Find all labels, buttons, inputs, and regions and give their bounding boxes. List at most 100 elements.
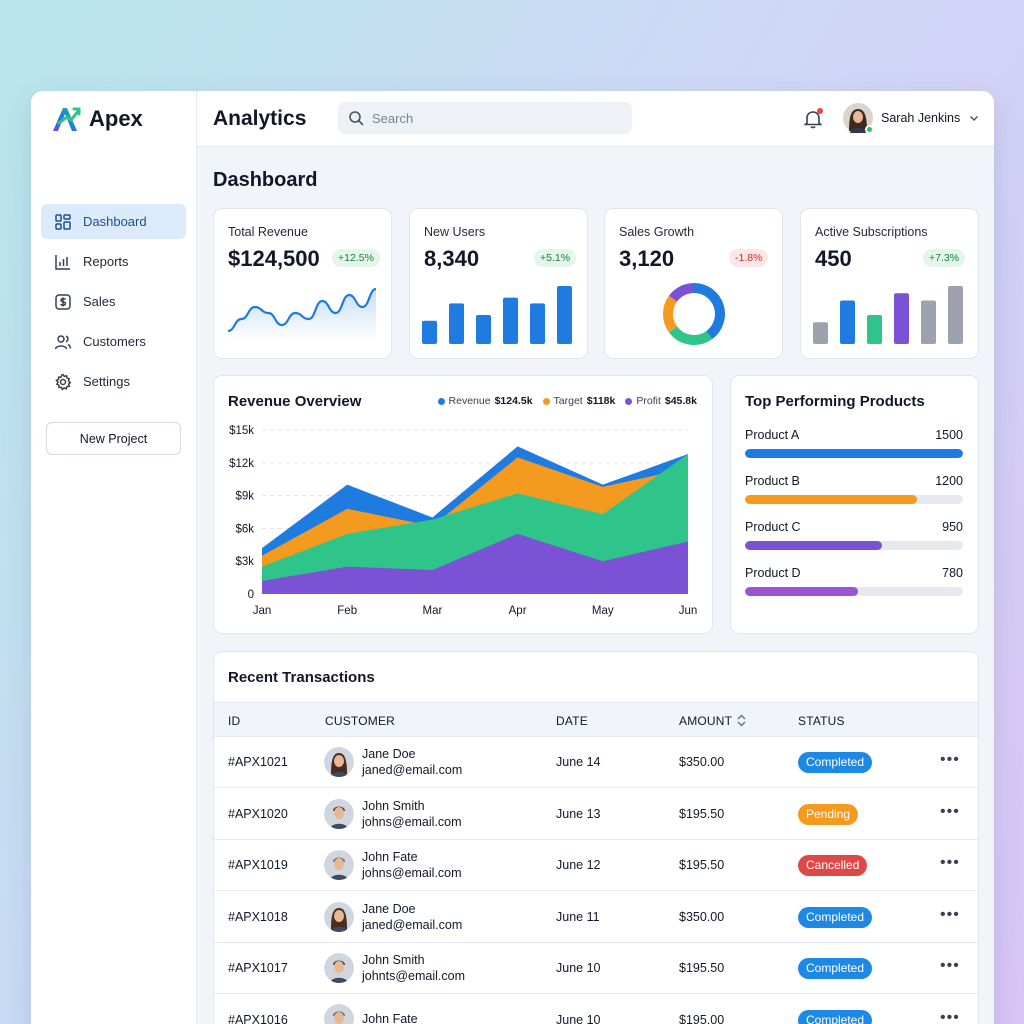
sidebar-item-customers[interactable]: Customers [41,324,186,359]
top-products-card: Top Performing Products Product A 1500 Pr… [730,375,979,634]
avatar [324,850,354,880]
kpi-change-badge: -1.8% [729,249,769,267]
user-menu[interactable]: Sarah Jenkins [843,103,980,134]
status-badge: Cancelled [798,855,868,876]
product-value: 950 [942,520,963,534]
kpi-card-active-subscriptions[interactable]: Active Subscriptions 450 +7.3% [800,208,979,359]
brand[interactable]: Apex [51,105,143,133]
table-row[interactable]: #APX1019 John Fate johns@email.com June 12 $… [214,840,978,891]
product-row-a[interactable]: Product A 1500 [745,428,963,458]
column-header-date[interactable]: DATE [556,714,588,728]
bar [948,286,963,344]
row-actions-button[interactable]: ••• [940,751,960,768]
bar [530,303,545,344]
legend-value: $118k [586,395,616,407]
search-input[interactable] [372,110,612,126]
y-tick-label: $9k [235,491,254,503]
kpi-change-badge: +7.3% [923,249,966,267]
line-series [227,287,377,333]
table-row[interactable]: #APX1021 Jane Doe janed@email.com June 14 $3… [214,737,978,788]
kpi-card-total-revenue[interactable]: Total Revenue $124,500 +12.5% [213,208,392,359]
app-window: Apex Dashboard Reports [31,91,994,1024]
column-header-customer[interactable]: CUSTOMER [325,714,396,728]
kpi-donut-chart [663,283,725,345]
y-tick-label: $15k [229,425,254,437]
table-row[interactable]: #APX1020 John Smith johns@email.com June 13… [214,789,978,840]
column-header-status[interactable]: STATUS [798,714,845,728]
product-progress-track [745,495,963,504]
brand-name: Apex [89,106,143,131]
kpi-card-sales-growth[interactable]: Sales Growth 3,120 -1.8% [604,208,783,359]
x-tick-label: Jun [679,605,698,617]
notifications-button[interactable] [802,108,824,130]
legend-label: Revenue [448,395,491,407]
card-title: Top Performing Products [745,393,925,410]
kpi-title: Sales Growth [619,225,695,239]
column-header-id[interactable]: ID [228,714,241,728]
product-name: Product C [745,520,801,534]
gear-icon [55,373,72,391]
row-actions-button[interactable]: ••• [940,957,960,974]
table-header: ID CUSTOMER DATE AMOUNT STATUS [214,702,978,737]
kpi-bar-chart [813,286,963,344]
table-row[interactable]: #APX1016 John Fate June 10 $195.00 Completed… [214,995,978,1024]
sidebar: Apex Dashboard Reports [31,91,197,1024]
customer-email: johns@email.com [362,866,462,880]
table-row[interactable]: #APX1018 Jane Doe janed@email.com June 11 $3… [214,892,978,943]
user-name: Sarah Jenkins [881,111,961,125]
transaction-amount: $195.00 [679,1012,725,1024]
kpi-title: Total Revenue [228,225,308,239]
kpi-card-new-users[interactable]: New Users 8,340 +5.1% [409,208,588,359]
row-actions-button[interactable]: ••• [940,854,960,871]
product-progress-fill [745,541,883,550]
product-row-d[interactable]: Product D 780 [745,566,963,596]
new-project-button[interactable]: New Project [46,422,181,455]
donut-slice [668,326,713,345]
area-series-profit [262,533,688,594]
transaction-amount: $195.50 [679,858,725,872]
sidebar-item-sales[interactable]: Sales [41,284,186,319]
column-header-amount[interactable]: AMOUNT [679,714,733,728]
product-row-b[interactable]: Product B 1200 [745,474,963,504]
product-name: Product B [745,474,800,488]
sort-icon[interactable] [737,714,746,727]
sidebar-nav: Dashboard Reports Sales C [41,204,186,404]
card-title: Recent Transactions [228,669,375,686]
search-box[interactable] [338,102,632,134]
legend-value: $124.5k [494,395,533,407]
sidebar-item-settings[interactable]: Settings [41,364,186,399]
sidebar-item-label: Customers [83,334,146,349]
app-title: Analytics [213,107,307,130]
table-row[interactable]: #APX1017 John Smith johnts@email.com June 1… [214,943,978,994]
row-actions-button[interactable]: ••• [940,905,960,923]
bar [867,315,882,344]
bar [476,315,491,344]
transaction-id: #APX1021 [228,755,288,769]
main-content: Dashboard Total Revenue $124,500 +12.5% … [197,147,994,1024]
row-actions-button[interactable]: ••• [940,802,960,820]
kpi-title: Active Subscriptions [815,225,928,239]
customer-name: John Smith [362,798,425,813]
legend-item-revenue[interactable]: Revenue $124.5k [437,395,533,407]
bar [894,293,909,344]
product-row-c[interactable]: Product C 950 [745,520,963,550]
row-actions-button[interactable]: ••• [940,1008,960,1024]
kpi-change-badge: +5.1% [534,249,577,267]
customer-name: John Fate [362,1011,418,1024]
revenue-overview-card: Revenue Overview Revenue $124.5k Target … [213,375,713,634]
avatar [843,103,874,134]
bell-icon [803,111,823,129]
donut-slice [693,283,725,340]
x-tick-label: Mar [422,605,442,617]
kpi-title: New Users [424,225,486,239]
kpi-value: 8,340 [424,246,480,271]
legend-item-target[interactable]: Target $118k [542,395,616,407]
sidebar-item-dashboard[interactable]: Dashboard [41,204,186,239]
x-tick-label: Jan [253,605,272,617]
customer-name: Jane Doe [362,901,416,916]
product-progress-fill [745,449,963,458]
legend-item-profit[interactable]: Profit $45.8k [625,395,697,407]
sidebar-item-reports[interactable]: Reports [41,244,186,279]
y-tick-label: 0 [248,589,254,601]
donut-slice [668,283,695,302]
